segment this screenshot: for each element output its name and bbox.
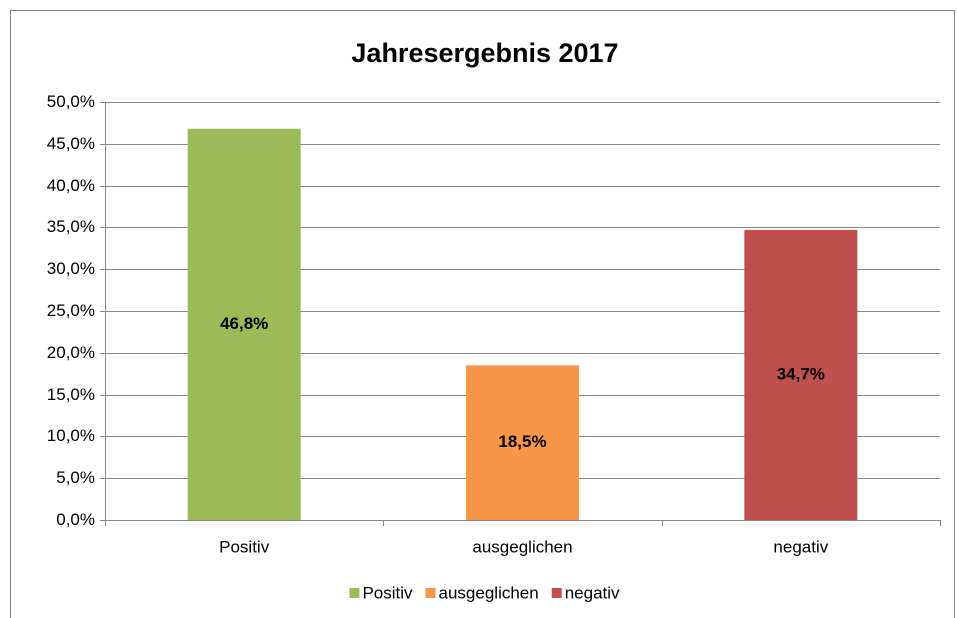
y-tick-label: 50,0% — [47, 92, 95, 111]
y-tick-label: 20,0% — [47, 343, 95, 362]
x-tick-label: negativ — [773, 537, 828, 556]
y-tick-label: 0,0% — [56, 510, 95, 529]
legend-label: ausgeglichen — [439, 583, 539, 602]
y-tick-label: 5,0% — [56, 468, 95, 487]
chart-title: Jahresergebnis 2017 — [351, 38, 618, 68]
chart-frame — [10, 10, 955, 618]
y-tick-label: 25,0% — [47, 301, 95, 320]
legend-swatch — [551, 588, 562, 598]
legend-swatch — [349, 588, 360, 598]
y-tick-label: 45,0% — [47, 134, 95, 153]
bar — [466, 365, 579, 520]
y-tick-label: 35,0% — [47, 217, 95, 236]
y-tick-label: 10,0% — [47, 426, 95, 445]
bar — [744, 229, 858, 520]
x-tick-label: Positiv — [219, 537, 270, 556]
bar — [187, 128, 301, 520]
y-tick-label: 40,0% — [47, 176, 95, 195]
y-tick-label: 30,0% — [47, 259, 95, 278]
legend-label: negativ — [565, 583, 620, 602]
legend-swatch — [425, 588, 436, 598]
value-label: 34,7% — [777, 364, 825, 383]
x-tick-label: ausgeglichen — [472, 537, 572, 556]
y-tick-label: 15,0% — [47, 385, 95, 404]
value-label: 18,5% — [498, 432, 546, 451]
legend-label: Positiv — [362, 583, 413, 602]
value-label: 46,8% — [220, 314, 268, 333]
